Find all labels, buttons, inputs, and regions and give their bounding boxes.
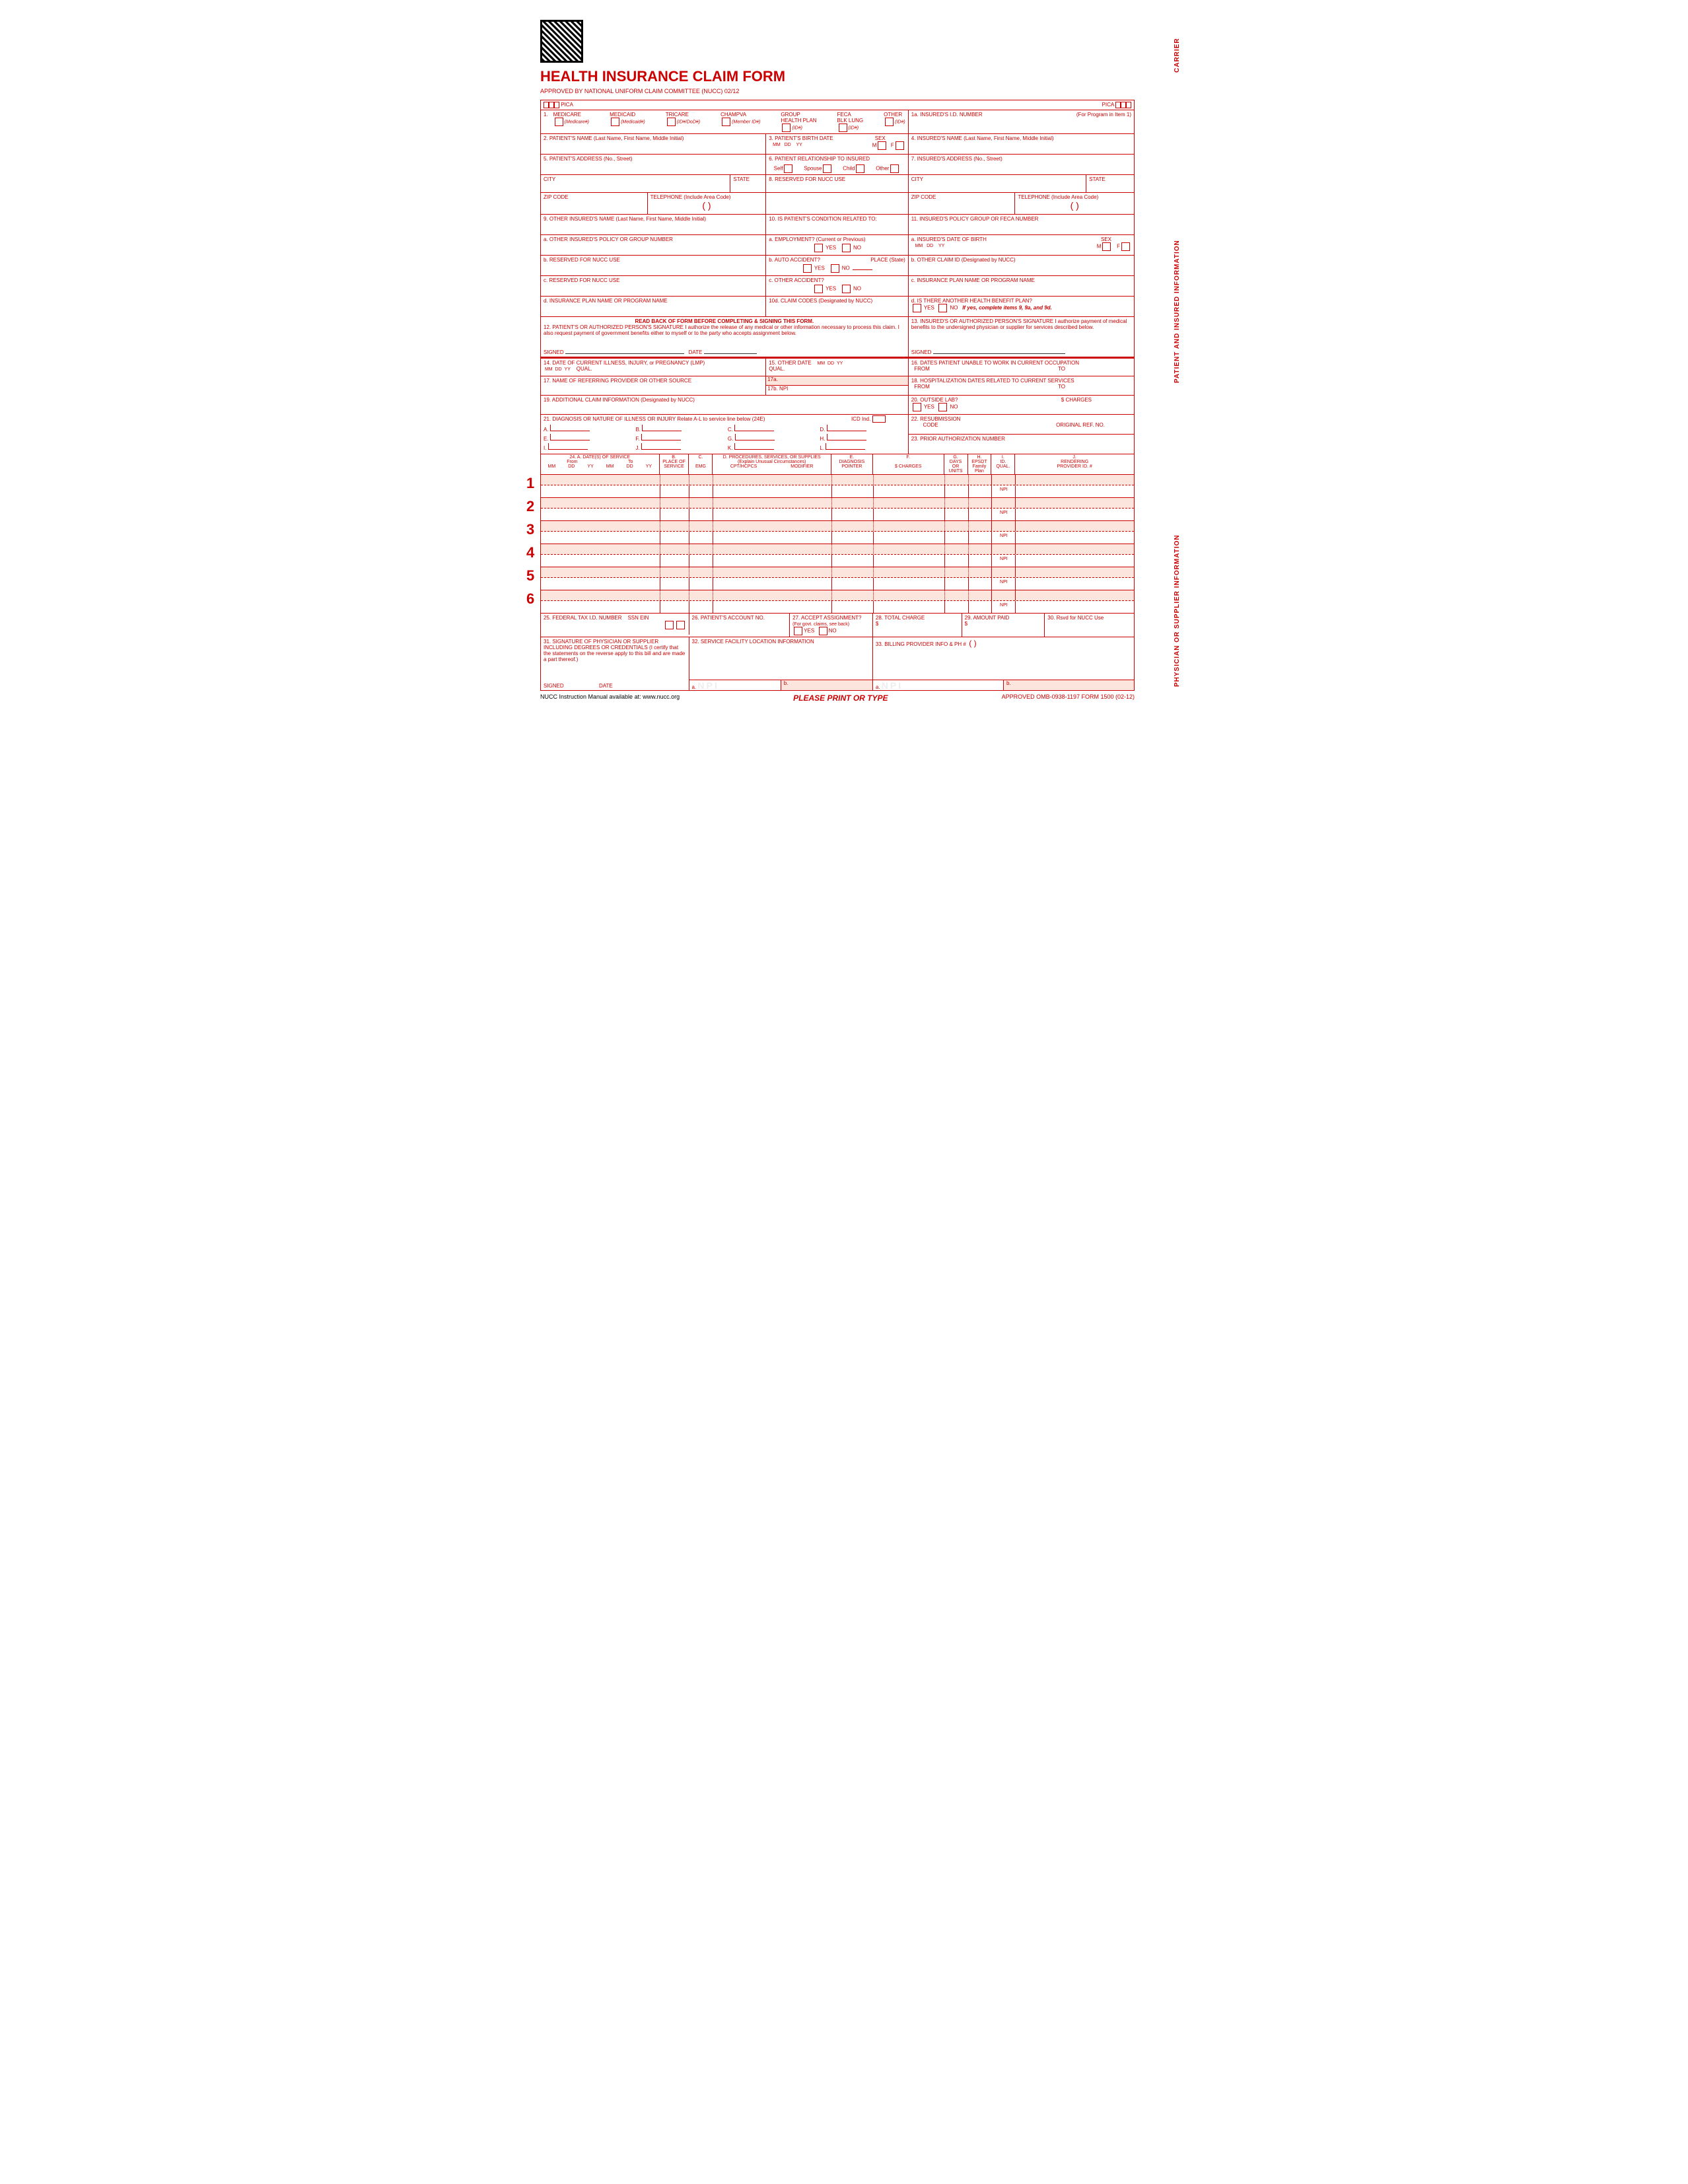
service-line-6[interactable]: 6NPI bbox=[541, 590, 1134, 614]
box-7-state[interactable]: STATE bbox=[1086, 175, 1134, 192]
sex-f-checkbox[interactable] bbox=[896, 141, 904, 150]
assign-no-checkbox[interactable] bbox=[819, 627, 827, 635]
lab-yes-checkbox[interactable] bbox=[913, 403, 921, 411]
qr-code bbox=[540, 20, 583, 63]
auto-no-checkbox[interactable] bbox=[831, 264, 839, 273]
pica-row: PICA PICA bbox=[541, 100, 1134, 110]
footer: NUCC Instruction Manual available at: ww… bbox=[540, 693, 1135, 703]
box-7-phone[interactable]: TELEPHONE (Include Area Code)( ) bbox=[1015, 193, 1134, 214]
sex-m-checkbox[interactable] bbox=[878, 141, 886, 150]
box-16[interactable]: 16. DATES PATIENT UNABLE TO WORK IN CURR… bbox=[909, 359, 1134, 376]
emp-yes-checkbox[interactable] bbox=[814, 244, 823, 252]
service-line-1[interactable]: 1NPI bbox=[541, 475, 1134, 498]
tricare-checkbox[interactable] bbox=[667, 118, 676, 126]
ssn-checkbox[interactable] bbox=[665, 621, 674, 629]
box-17[interactable]: 17. NAME OF REFERRING PROVIDER OR OTHER … bbox=[541, 376, 766, 395]
box-4[interactable]: 4. INSURED'S NAME (Last Name, First Name… bbox=[909, 134, 1134, 154]
box-7-zip[interactable]: ZIP CODE bbox=[909, 193, 1016, 214]
other-checkbox[interactable] bbox=[885, 118, 894, 126]
emp-no-checkbox[interactable] bbox=[842, 244, 851, 252]
group-checkbox[interactable] bbox=[782, 123, 791, 132]
assign-yes-checkbox[interactable] bbox=[794, 627, 802, 635]
box-5[interactable]: 5. PATIENT'S ADDRESS (No., Street) bbox=[541, 155, 766, 174]
box-33[interactable]: 33. BILLING PROVIDER INFO & PH # ( ) a. … bbox=[873, 637, 1134, 690]
box-31[interactable]: 31. SIGNATURE OF PHYSICIAN OR SUPPLIER I… bbox=[541, 637, 689, 690]
box-12: READ BACK OF FORM BEFORE COMPLETING & SI… bbox=[541, 317, 909, 357]
box-8: 8. RESERVED FOR NUCC USE bbox=[766, 175, 909, 192]
box-11c[interactable]: c. INSURANCE PLAN NAME OR PROGRAM NAME bbox=[909, 276, 1134, 296]
side-carrier: CARRIER bbox=[1174, 20, 1181, 73]
box-6: 6. PATIENT RELATIONSHIP TO INSURED Self … bbox=[766, 155, 909, 174]
box-11d: d. IS THERE ANOTHER HEALTH BENEFIT PLAN?… bbox=[909, 297, 1134, 316]
box-10: 10. IS PATIENT'S CONDITION RELATED TO: bbox=[766, 215, 909, 234]
box-5-zip[interactable]: ZIP CODE bbox=[541, 193, 648, 214]
service-line-2[interactable]: 2NPI bbox=[541, 498, 1134, 521]
box-9[interactable]: 9. OTHER INSURED'S NAME (Last Name, Firs… bbox=[541, 215, 766, 234]
box-3: 3. PATIENT'S BIRTH DATESEX MM DD YY M F bbox=[766, 134, 909, 154]
form-title: HEALTH INSURANCE CLAIM FORM bbox=[540, 68, 1135, 85]
11d-yes-checkbox[interactable] bbox=[913, 304, 921, 312]
rel-spouse-checkbox[interactable] bbox=[823, 164, 831, 173]
side-physician: PHYSICIAN OR SUPPLIER INFORMATION bbox=[1174, 396, 1181, 687]
rel-self-checkbox[interactable] bbox=[784, 164, 792, 173]
lab-no-checkbox[interactable] bbox=[938, 403, 947, 411]
box-17ab[interactable]: 17a. 17b. NPI bbox=[766, 376, 909, 395]
box-5-phone[interactable]: TELEPHONE (Include Area Code)( ) bbox=[648, 193, 767, 214]
box-11[interactable]: 11. INSURED'S POLICY GROUP OR FECA NUMBE… bbox=[909, 215, 1134, 234]
box-10b: b. AUTO ACCIDENT?PLACE (State) YES NO bbox=[766, 256, 909, 275]
service-line-5[interactable]: 5NPI bbox=[541, 567, 1134, 590]
box-10d[interactable]: 10d. CLAIM CODES (Designated by NUCC) bbox=[766, 297, 909, 316]
box-13: 13. INSURED'S OR AUTHORIZED PERSON'S SIG… bbox=[909, 317, 1134, 357]
champva-checkbox[interactable] bbox=[722, 118, 730, 126]
box-20: 20. OUTSIDE LAB?$ CHARGES YES NO bbox=[909, 396, 1134, 414]
box-7[interactable]: 7. INSURED'S ADDRESS (No., Street) bbox=[909, 155, 1134, 174]
box-19[interactable]: 19. ADDITIONAL CLAIM INFORMATION (Design… bbox=[541, 396, 909, 414]
box-26[interactable]: 26. PATIENT'S ACCOUNT NO. bbox=[689, 614, 791, 637]
service-line-3[interactable]: 3NPI bbox=[541, 521, 1134, 544]
box-18[interactable]: 18. HOSPITALIZATION DATES RELATED TO CUR… bbox=[909, 376, 1134, 395]
medicaid-checkbox[interactable] bbox=[611, 118, 619, 126]
box-2[interactable]: 2. PATIENT'S NAME (Last Name, First Name… bbox=[541, 134, 766, 154]
claim-form-page: CARRIER PATIENT AND INSURED INFORMATION … bbox=[520, 0, 1168, 716]
side-patient: PATIENT AND INSURED INFORMATION bbox=[1174, 99, 1181, 383]
box-9b: b. RESERVED FOR NUCC USE bbox=[541, 256, 766, 275]
auto-yes-checkbox[interactable] bbox=[803, 264, 812, 273]
box-30: 30. Rsvd for NUCC Use bbox=[1045, 614, 1134, 637]
box-27: 27. ACCEPT ASSIGNMENT?(For govt. claims,… bbox=[790, 614, 873, 637]
box-21[interactable]: 21. DIAGNOSIS OR NATURE OF ILLNESS OR IN… bbox=[541, 415, 909, 454]
ein-checkbox[interactable] bbox=[676, 621, 685, 629]
box-5-city[interactable]: CITY bbox=[541, 175, 730, 192]
medicare-checkbox[interactable] bbox=[555, 118, 563, 126]
box-9d[interactable]: d. INSURANCE PLAN NAME OR PROGRAM NAME bbox=[541, 297, 766, 316]
box-9a[interactable]: a. OTHER INSURED'S POLICY OR GROUP NUMBE… bbox=[541, 235, 766, 255]
rel-child-checkbox[interactable] bbox=[856, 164, 864, 173]
box-29[interactable]: 29. AMOUNT PAID$ bbox=[962, 614, 1045, 637]
form-body: PICA PICA 1. MEDICARE(Medicare#) MEDICAI… bbox=[540, 100, 1135, 691]
box-9c: c. RESERVED FOR NUCC USE bbox=[541, 276, 766, 296]
box-11a: a. INSURED'S DATE OF BIRTHSEX MM DD YYM … bbox=[909, 235, 1134, 255]
box-28[interactable]: 28. TOTAL CHARGE$ bbox=[873, 614, 962, 637]
box-1: 1. MEDICARE(Medicare#) MEDICAID(Medicaid… bbox=[541, 110, 909, 133]
box-10a: a. EMPLOYMENT? (Current or Previous) YES… bbox=[766, 235, 909, 255]
box-1a: 1a. INSURED'S I.D. NUMBER (For Program i… bbox=[909, 110, 1134, 133]
box-5-state[interactable]: STATE bbox=[730, 175, 766, 192]
box-15[interactable]: 15. OTHER DATE MM DD YYQUAL. bbox=[766, 359, 909, 376]
box-10c: c. OTHER ACCIDENT? YES NO bbox=[766, 276, 909, 296]
service-line-4[interactable]: 4NPI bbox=[541, 544, 1134, 567]
11d-no-checkbox[interactable] bbox=[938, 304, 947, 312]
box-14[interactable]: 14. DATE OF CURRENT ILLNESS, INJURY, or … bbox=[541, 359, 766, 376]
rel-other-checkbox[interactable] bbox=[890, 164, 899, 173]
oth-yes-checkbox[interactable] bbox=[814, 285, 823, 293]
box-25[interactable]: 25. FEDERAL TAX I.D. NUMBER SSN EIN bbox=[541, 614, 689, 635]
oth-no-checkbox[interactable] bbox=[842, 285, 851, 293]
box-7-city[interactable]: CITY bbox=[909, 175, 1086, 192]
feca-checkbox[interactable] bbox=[839, 123, 847, 132]
box-32[interactable]: 32. SERVICE FACILITY LOCATION INFORMATIO… bbox=[689, 637, 873, 690]
form-subtitle: APPROVED BY NATIONAL UNIFORM CLAIM COMMI… bbox=[540, 88, 1135, 94]
box-22-23: 22. RESUBMISSION CODEORIGINAL REF. NO. 2… bbox=[909, 415, 1134, 454]
box-11b[interactable]: b. OTHER CLAIM ID (Designated by NUCC) bbox=[909, 256, 1134, 275]
